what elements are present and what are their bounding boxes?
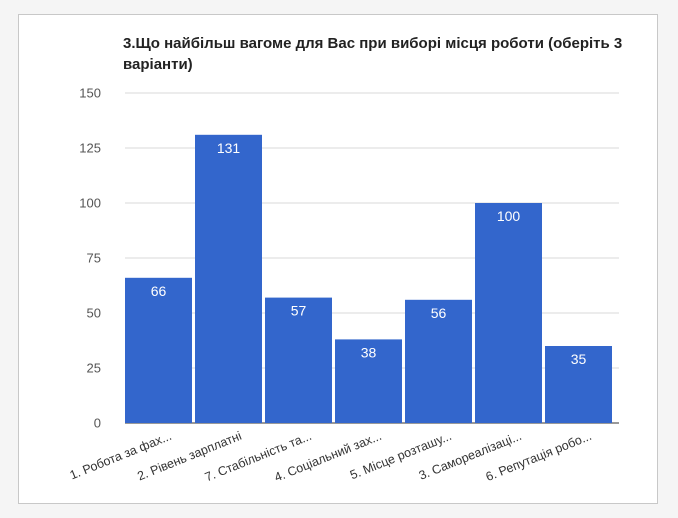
bar-6[interactable] <box>475 203 542 423</box>
y-tick-label-0: 0 <box>94 416 101 431</box>
chart-title: 3.Що найбільш вагоме для Вас при виборі … <box>123 35 623 73</box>
y-tick-label-100: 100 <box>79 196 101 211</box>
bar-5[interactable] <box>405 299 472 423</box>
data-label-1: 66 <box>151 283 167 299</box>
bar-7[interactable] <box>545 346 612 423</box>
bar-1[interactable] <box>125 277 192 423</box>
bar-3[interactable] <box>265 297 332 423</box>
y-tick-labels: 0 25 50 75 100 125 150 <box>79 86 101 431</box>
y-tick-label-25: 25 <box>87 361 101 376</box>
x-tick-labels: 1. Робота за фах...2. Рівень зарплатні7.… <box>68 429 594 485</box>
bar-4[interactable] <box>335 339 402 423</box>
data-label-5: 56 <box>431 305 447 321</box>
data-label-2: 131 <box>217 140 241 156</box>
data-label-7: 35 <box>571 351 587 367</box>
y-tick-label-125: 125 <box>79 141 101 156</box>
data-label-4: 38 <box>361 344 377 360</box>
bars: 66 131 57 38 56 100 35 <box>125 134 612 424</box>
y-tick-label-75: 75 <box>87 251 101 266</box>
chart-frame: 3.Що найбільш вагоме для Вас при виборі … <box>18 14 658 504</box>
data-label-3: 57 <box>291 303 307 319</box>
y-tick-label-150: 150 <box>79 86 101 101</box>
y-tick-label-50: 50 <box>87 306 101 321</box>
bar-chart: 66 131 57 38 56 100 35 0 25 50 75 100 125 150 1. Роб… <box>68 86 619 485</box>
data-label-6: 100 <box>497 208 521 224</box>
bar-2[interactable] <box>195 134 262 424</box>
